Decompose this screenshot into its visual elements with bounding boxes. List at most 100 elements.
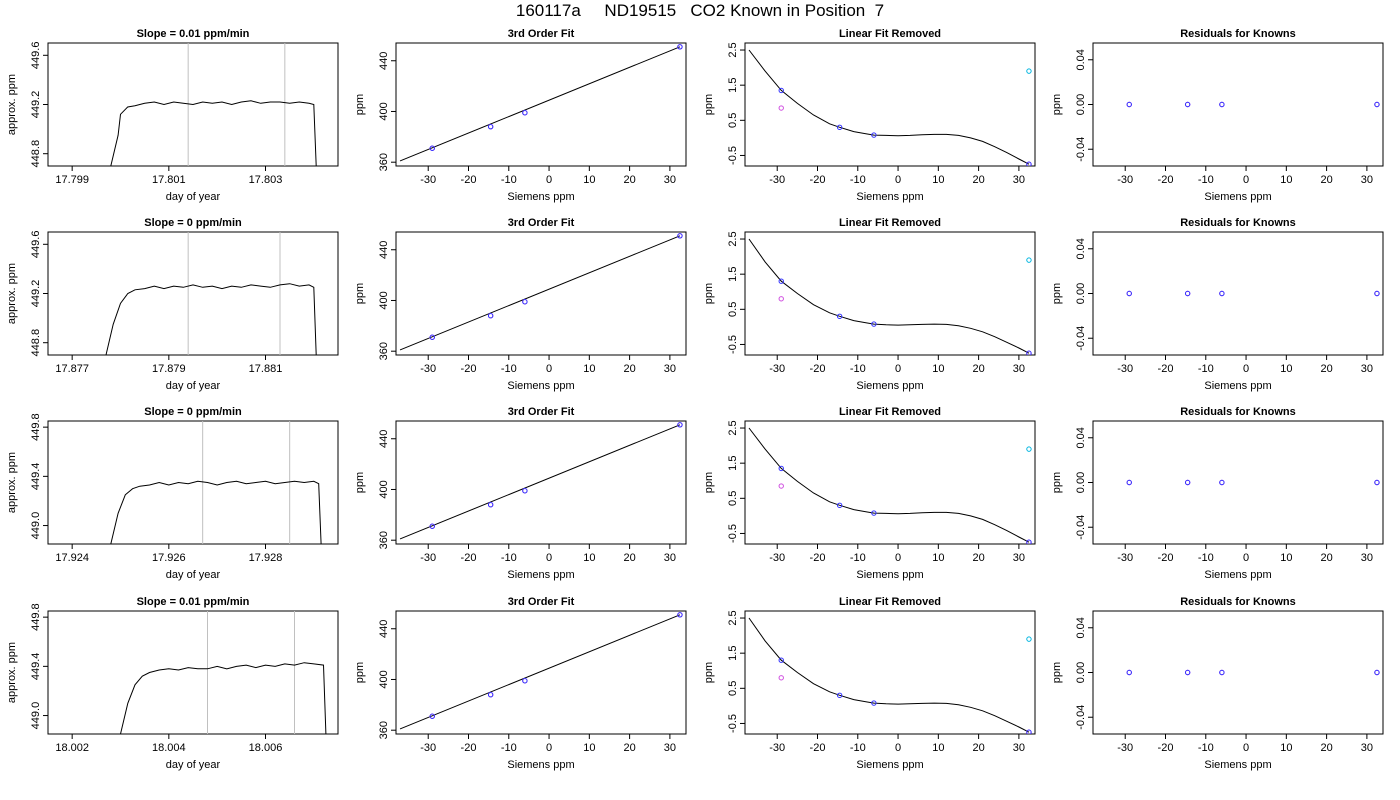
data-point — [1184, 669, 1191, 676]
y-tick-label: 440 — [378, 620, 390, 638]
panel-row4-linear-fit-removed: Linear Fit Removed -30 -20 -10 0 10 20 30 -0.5 0.… — [703, 596, 1036, 771]
x-tick-label: 10 — [932, 552, 944, 564]
x-axis-label: day of year — [166, 569, 221, 581]
data-point — [487, 691, 494, 698]
panel-title: Residuals for Knowns — [1180, 406, 1296, 418]
plot-frame — [395, 231, 687, 356]
x-tick-label: -20 — [461, 552, 477, 564]
panel-row3-linear-fit-removed: Linear Fit Removed -30 -20 -10 0 10 20 30 -0.5 0.… — [703, 406, 1036, 581]
plot-area — [399, 44, 683, 162]
data-point — [871, 510, 877, 516]
fit-line — [399, 46, 681, 162]
plot-area — [110, 43, 317, 166]
panel-row2-time-series: Slope = 0 ppm/min 17.877 17.879 17.881 448.8… — [6, 217, 339, 392]
y-tick-label: 0.00 — [1075, 94, 1087, 115]
y-tick-label: -0.04 — [1075, 705, 1087, 730]
panel-title: Linear Fit Removed — [839, 217, 941, 229]
x-tick-label: 20 — [623, 552, 635, 564]
x-tick-label: 18.006 — [249, 742, 283, 754]
x-tick-label: 30 — [664, 363, 676, 375]
panel-title: Residuals for Knowns — [1180, 596, 1296, 608]
data-point — [1184, 290, 1191, 297]
x-tick-label: -30 — [1117, 363, 1133, 375]
y-axis-label: approx. ppm — [6, 642, 18, 703]
plot-frame — [744, 420, 1036, 545]
x-tick-label: 20 — [1320, 174, 1332, 186]
x-tick-label: -10 — [850, 552, 866, 564]
panel-row2-linear-fit-removed: Linear Fit Removed -30 -20 -10 0 10 20 30 -0.5 0.… — [703, 217, 1036, 392]
y-tick-label: 449.2 — [30, 280, 42, 308]
data-point — [778, 657, 784, 663]
x-tick-label: -20 — [461, 174, 477, 186]
plot-area — [1126, 669, 1380, 676]
y-tick-label: 0.5 — [727, 302, 739, 317]
plot-area — [399, 233, 683, 351]
data-point-cyan — [1026, 446, 1032, 452]
x-axis-label: Siemens ppm — [1204, 191, 1271, 203]
panel-title: Residuals for Knowns — [1180, 28, 1296, 40]
plot-frame — [744, 42, 1036, 167]
x-tick-label: 10 — [1280, 363, 1292, 375]
x-axis-label: Siemens ppm — [507, 380, 574, 392]
data-point — [836, 124, 843, 131]
plot-area — [748, 617, 1032, 734]
x-tick-label: -10 — [501, 363, 517, 375]
panel-title: 3rd Order Fit — [508, 217, 575, 229]
y-tick-label: 449.0 — [30, 702, 42, 730]
fit-line — [399, 235, 681, 351]
data-point — [1126, 290, 1132, 297]
y-tick-label: 0.04 — [1075, 49, 1087, 70]
x-tick-label: -30 — [420, 552, 436, 564]
y-axis-label: ppm — [703, 472, 715, 493]
x-tick-label: -20 — [1158, 174, 1174, 186]
x-tick-label: 17.924 — [55, 552, 89, 564]
plot-frame — [47, 231, 339, 356]
y-tick-label: 400 — [378, 670, 390, 688]
data-point — [836, 692, 843, 699]
y-tick-label: 449.2 — [30, 91, 42, 119]
page-title: 160117a ND19515 CO2 Known in Position 7 — [515, 1, 885, 20]
y-tick-label: 400 — [378, 102, 390, 120]
y-tick-label: 448.8 — [30, 140, 42, 168]
plot-frame — [395, 420, 687, 545]
x-tick-label: 20 — [623, 363, 635, 375]
x-axis-label: Siemens ppm — [1204, 759, 1271, 771]
series-line — [120, 662, 327, 734]
panel-title: Linear Fit Removed — [839, 406, 941, 418]
x-tick-label: 20 — [1320, 552, 1332, 564]
x-axis-label: Siemens ppm — [507, 759, 574, 771]
plot-frame — [395, 610, 687, 735]
x-tick-label: -30 — [420, 742, 436, 754]
x-tick-label: 30 — [664, 552, 676, 564]
x-tick-label: 20 — [1320, 363, 1332, 375]
x-tick-label: -20 — [810, 552, 826, 564]
data-point — [429, 145, 435, 151]
x-tick-label: -30 — [769, 363, 785, 375]
y-tick-label: 400 — [378, 480, 390, 498]
y-axis-label: ppm — [1051, 94, 1063, 115]
data-point — [1219, 479, 1225, 486]
x-tick-label: 0 — [546, 552, 552, 564]
x-tick-label: -10 — [501, 742, 517, 754]
x-tick-label: 17.803 — [249, 174, 283, 186]
x-tick-label: 18.002 — [55, 742, 89, 754]
y-tick-label: -0.04 — [1075, 326, 1087, 351]
data-point — [1219, 669, 1225, 676]
panel-row1-time-series: Slope = 0.01 ppm/min 17.799 17.801 17.803 44… — [6, 28, 339, 203]
x-axis-label: day of year — [166, 191, 221, 203]
series-line — [110, 100, 317, 166]
x-tick-label: 20 — [623, 174, 635, 186]
x-tick-label: 17.881 — [249, 363, 283, 375]
plot-area — [748, 49, 1032, 166]
cubic-curve — [748, 238, 1030, 354]
x-tick-label: 0 — [895, 363, 901, 375]
plot-frame — [47, 610, 339, 735]
y-axis-label: ppm — [354, 662, 366, 683]
data-point — [836, 313, 843, 320]
panel-row1-residuals: Residuals for Knowns -30 -20 -10 0 10 20 30 -0.0… — [1051, 28, 1384, 203]
data-point — [1126, 479, 1132, 486]
y-axis-label: ppm — [354, 94, 366, 115]
data-point — [871, 700, 877, 706]
x-tick-label: 0 — [1243, 742, 1249, 754]
x-tick-label: 20 — [972, 363, 984, 375]
